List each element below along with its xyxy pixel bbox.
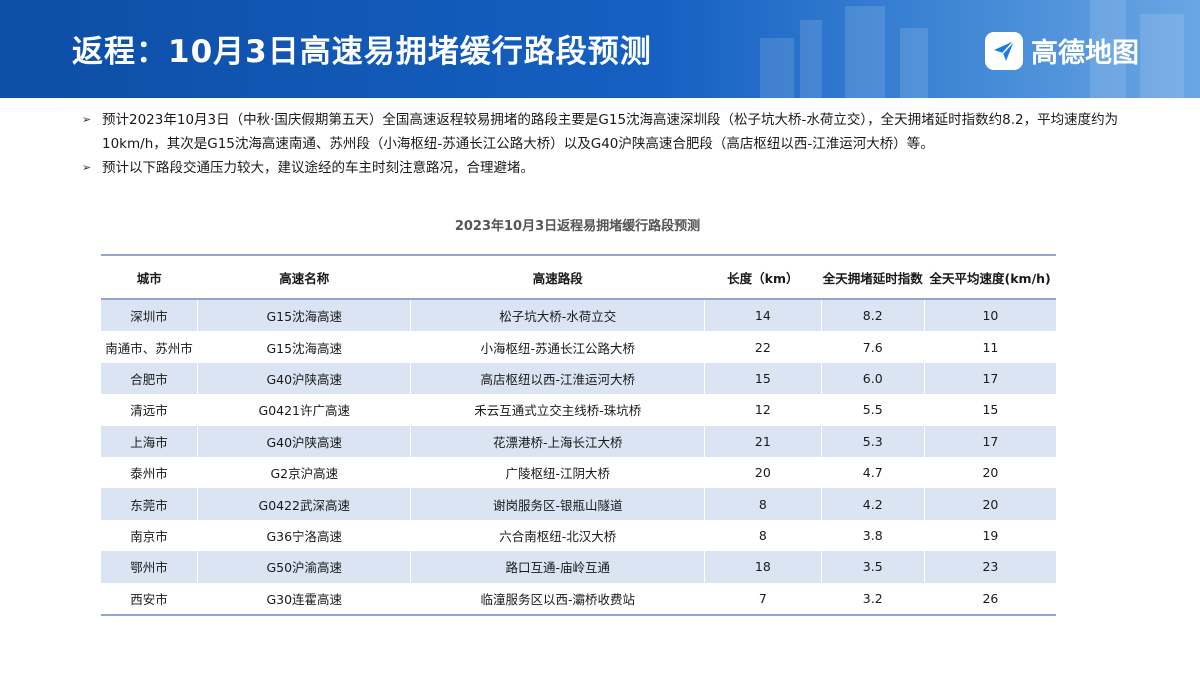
cell-section: 禾云互通式立交主线桥-珠坑桥	[410, 394, 705, 426]
cell-avg-speed: 17	[923, 362, 1056, 395]
cell-city: 鄂州市	[101, 551, 198, 583]
column-header: 长度（km）	[704, 255, 822, 300]
cell-city: 泰州市	[130, 466, 168, 482]
table-row: 深圳市 G15沈海高速 松子坑大桥-水荷立交 14 8.2 10	[101, 299, 1056, 332]
column-header: 全天拥堵延时指数	[821, 255, 925, 300]
building-decoration	[1140, 14, 1184, 98]
cell-section: 临潼服务区以西-灞桥收费站	[410, 582, 705, 615]
building-decoration	[900, 28, 928, 98]
cell-delay-index: 6.0	[820, 362, 925, 395]
building-decoration	[845, 6, 885, 98]
bullet-arrow-icon: ➢	[82, 161, 92, 174]
column-header: 高速路段	[410, 255, 705, 300]
bullet-text: 预计2023年10月3日（中秋·国庆假期第五天）全国高速返程较易拥堵的路段主要是…	[102, 112, 1119, 152]
column-header: 全天平均速度(km/h)	[924, 255, 1056, 300]
page-title: 返程：10月3日高速易拥堵缓行路段预测	[72, 34, 652, 70]
table-row: 西安市 G30连霍高速 临潼服务区以西-灞桥收费站 7 3.2 26	[101, 582, 1056, 615]
cell-city: 上海市	[101, 425, 198, 457]
table-row: 合肥市 G40沪陕高速 高店枢纽以西-江淮运河大桥 15 6.0 17	[101, 362, 1056, 395]
cell-avg-speed: 20	[923, 488, 1056, 520]
cell-city: 南通市、苏州市	[105, 340, 193, 356]
table-header-row: 城市 高速名称 高速路段 长度（km） 全天拥堵延时指数 全天平均速度(km/h…	[101, 255, 1056, 300]
cell-delay-index: 8.2	[820, 299, 925, 332]
cell-length: 12	[703, 394, 822, 426]
cell-section: 高店枢纽以西-江淮运河大桥	[410, 362, 705, 395]
table-body: 深圳市 G15沈海高速 松子坑大桥-水荷立交 14 8.2 10 南通市、苏州市 G15沈海高…	[101, 299, 1056, 615]
brand-logo: 高德地图	[985, 31, 1139, 70]
table-row: 上海市 G40沪陕高速 花漂港桥-上海长江大桥 21 5.3 17	[101, 425, 1056, 457]
cell-section: 广陵枢纽-江阴大桥	[410, 456, 705, 489]
cell-avg-speed: 17	[923, 425, 1056, 457]
cell-delay-index: 5.5	[820, 394, 925, 426]
cell-highway: G40沪陕高速	[197, 425, 411, 457]
column-header: 高速名称	[197, 255, 411, 300]
logo-text: 高德地图	[1031, 38, 1139, 69]
cell-length: 8	[703, 488, 822, 520]
paper-plane-arrow-icon	[985, 31, 1023, 70]
cell-highway: G2京沪高速	[197, 456, 411, 489]
cell-highway: G40沪陕高速	[197, 362, 411, 395]
cell-city: 南京市	[130, 528, 168, 544]
cell-section: 六合南枢纽-北汉大桥	[410, 519, 705, 552]
header-banner: 返程：10月3日高速易拥堵缓行路段预测 高德地图	[0, 0, 1200, 98]
summary-bullets: ➢ 预计2023年10月3日（中秋·国庆假期第五天）全国高速返程较易拥堵的路段主…	[82, 108, 1142, 180]
cell-length: 15	[703, 362, 822, 395]
cell-highway: G36宁洛高速	[197, 519, 411, 552]
table-row: 鄂州市 G50沪渝高速 路口互通-庙岭互通 18 3.5 23	[101, 551, 1056, 583]
table-title: 2023年10月3日返程易拥堵缓行路段预测	[454, 219, 701, 234]
cell-delay-index: 4.2	[820, 488, 925, 520]
cell-section: 路口互通-庙岭互通	[410, 551, 705, 583]
congestion-table: 城市 高速名称 高速路段 长度（km） 全天拥堵延时指数 全天平均速度(km/h…	[101, 254, 1056, 616]
cell-highway: G15沈海高速	[197, 299, 411, 332]
cell-avg-speed: 15	[923, 394, 1056, 426]
cell-length: 7	[703, 582, 822, 615]
building-decoration	[760, 38, 794, 98]
table-row: 东莞市 G0422武深高速 谢岗服务区-银瓶山隧道 8 4.2 20	[101, 488, 1056, 520]
table-row: 南京市 G36宁洛高速 六合南枢纽-北汉大桥 8 3.8 19	[101, 519, 1056, 552]
bullet-item: ➢ 预计2023年10月3日（中秋·国庆假期第五天）全国高速返程较易拥堵的路段主…	[82, 108, 1142, 156]
cell-section: 松子坑大桥-水荷立交	[410, 299, 705, 332]
bullet-item: ➢ 预计以下路段交通压力较大，建议途经的车主时刻注意路况，合理避堵。	[82, 156, 1142, 180]
cell-highway: G50沪渝高速	[197, 551, 411, 583]
cell-avg-speed: 10	[923, 299, 1056, 332]
building-decoration	[1090, 0, 1126, 98]
cell-city: 深圳市	[101, 299, 198, 332]
bullet-arrow-icon: ➢	[82, 113, 92, 126]
cell-highway: G0421许广高速	[197, 394, 411, 426]
cell-avg-speed: 11	[923, 331, 1056, 363]
cell-length: 22	[703, 331, 822, 363]
cell-section: 小海枢纽-苏通长江公路大桥	[410, 331, 705, 363]
cell-city: 西安市	[130, 591, 168, 607]
cell-delay-index: 7.6	[820, 331, 925, 363]
cell-avg-speed: 26	[923, 582, 1056, 615]
cell-section: 谢岗服务区-银瓶山隧道	[410, 488, 705, 520]
cell-length: 8	[703, 519, 822, 552]
cell-length: 20	[703, 456, 822, 489]
cell-section: 花漂港桥-上海长江大桥	[410, 425, 705, 457]
cell-highway: G0422武深高速	[197, 488, 411, 520]
cell-delay-index: 3.5	[820, 551, 925, 583]
cell-delay-index: 4.7	[820, 456, 925, 489]
bullet-text: 预计以下路段交通压力较大，建议途经的车主时刻注意路况，合理避堵。	[102, 160, 534, 176]
cell-city: 合肥市	[101, 362, 198, 395]
building-decoration	[800, 20, 822, 98]
column-header: 城市	[101, 255, 198, 300]
cell-city: 东莞市	[101, 488, 198, 520]
cell-avg-speed: 19	[923, 519, 1056, 552]
table-row: 泰州市 G2京沪高速 广陵枢纽-江阴大桥 20 4.7 20	[101, 456, 1056, 489]
cell-city: 清远市	[130, 403, 168, 419]
cell-delay-index: 5.3	[820, 425, 925, 457]
cell-delay-index: 3.2	[820, 582, 925, 615]
cell-length: 21	[703, 425, 822, 457]
cell-delay-index: 3.8	[820, 519, 925, 552]
cell-highway: G15沈海高速	[197, 331, 411, 363]
table-row: 清远市 G0421许广高速 禾云互通式立交主线桥-珠坑桥 12 5.5 15	[101, 394, 1056, 426]
cell-length: 14	[703, 299, 822, 332]
cell-avg-speed: 20	[923, 456, 1056, 489]
cell-highway: G30连霍高速	[197, 582, 411, 615]
cell-avg-speed: 23	[923, 551, 1056, 583]
cell-length: 18	[703, 551, 822, 583]
table-row: 南通市、苏州市 G15沈海高速 小海枢纽-苏通长江公路大桥 22 7.6 11	[101, 331, 1056, 363]
